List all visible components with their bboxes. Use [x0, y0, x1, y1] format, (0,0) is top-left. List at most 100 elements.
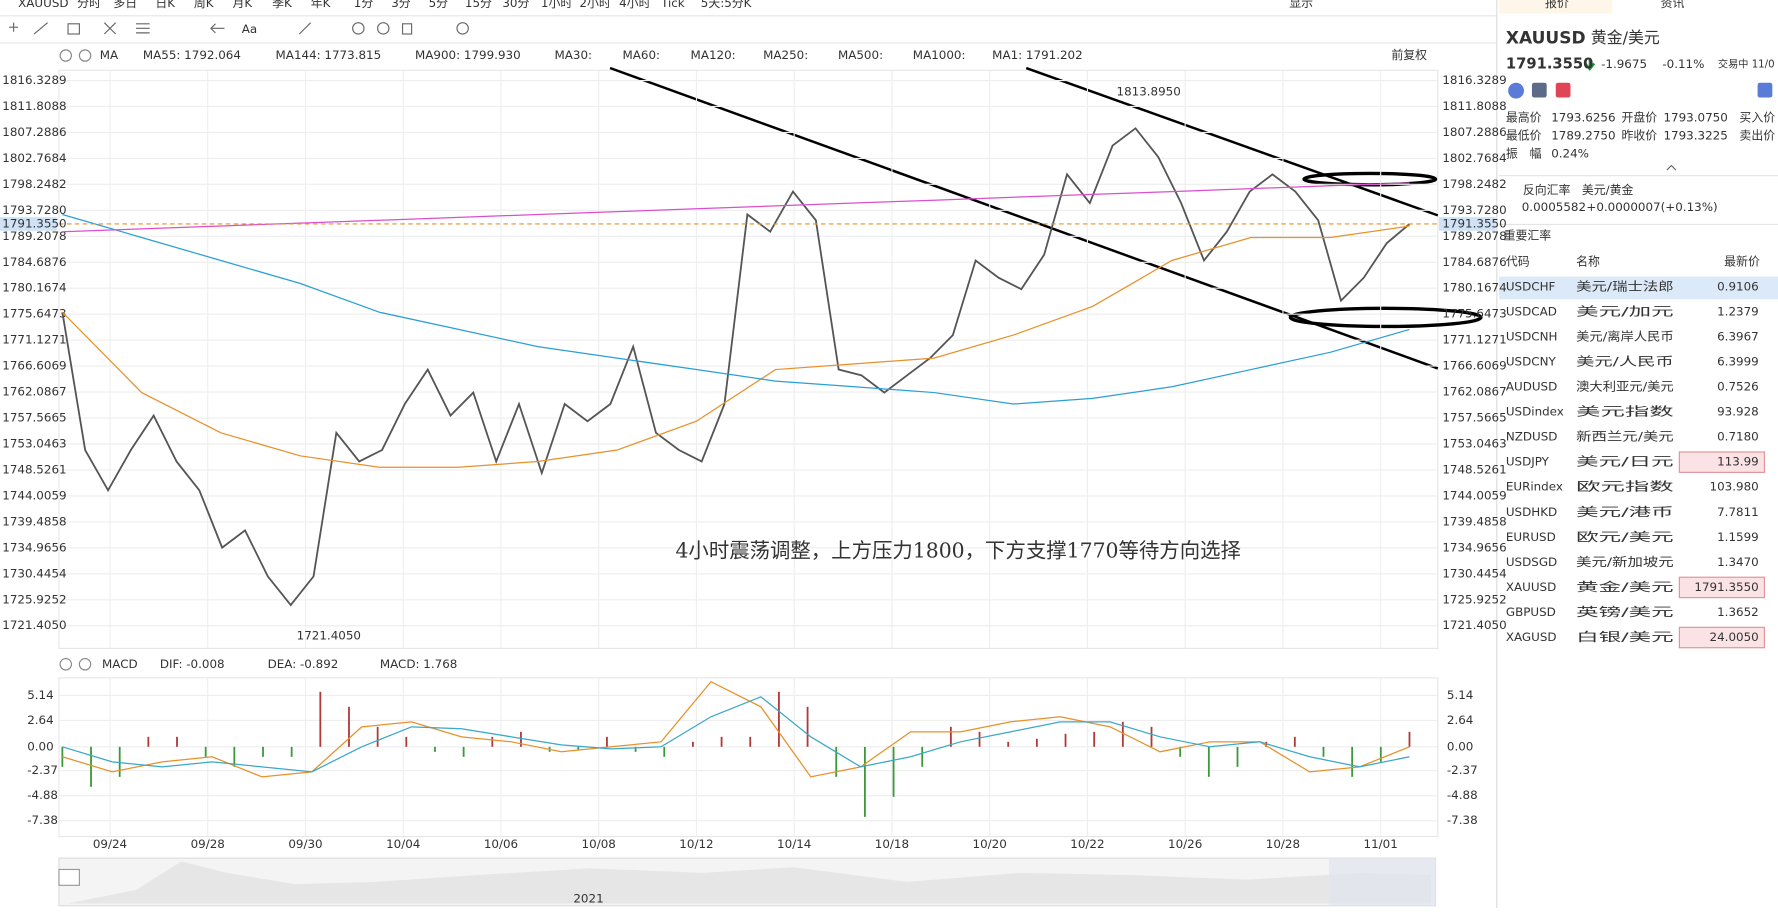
tab[interactable]: 资讯 — [1661, 0, 1685, 10]
font-button[interactable]: Aa — [242, 22, 257, 36]
y-tick-label: 1811.8088 — [2, 99, 66, 113]
row-name[interactable]: 美元/瑞士法郎 — [1576, 279, 1674, 293]
row-price: 1.2379 — [1717, 304, 1759, 318]
period-tab[interactable]: 5天:5分K — [701, 0, 753, 10]
row-code[interactable]: USDHKD — [1506, 505, 1557, 519]
period-tab[interactable]: 1小时 — [541, 0, 572, 10]
row-name[interactable]: 黄金/美元 — [1576, 580, 1674, 594]
ma-legend[interactable]: MA900: 1799.930 — [415, 48, 521, 62]
ma-legend[interactable]: MA55: 1792.064 — [143, 48, 241, 62]
row-code[interactable]: EURindex — [1506, 480, 1563, 494]
channel-tool[interactable] — [136, 23, 150, 34]
row-name[interactable]: 美元/日元 — [1576, 455, 1674, 469]
line-tool[interactable] — [33, 22, 48, 35]
alert-icon[interactable] — [1757, 82, 1773, 98]
ma-legend[interactable]: MA1: 1791.202 — [992, 48, 1082, 62]
ma-legend-inactive[interactable]: MA250: — [763, 48, 808, 62]
pen-tool[interactable] — [298, 22, 312, 35]
navigator-handle[interactable] — [58, 868, 80, 886]
row-price: 1.3652 — [1717, 605, 1759, 619]
period-tab[interactable]: 5分 — [429, 0, 449, 10]
ma-legend-inactive[interactable]: MA500: — [838, 48, 883, 62]
lock-tool[interactable] — [377, 22, 390, 35]
macd-legend[interactable]: DIF: -0.008 — [160, 657, 225, 671]
ma-legend-inactive[interactable]: MA1000: — [913, 48, 966, 62]
ma-legend[interactable]: MA144: 1773.815 — [276, 48, 382, 62]
row-code[interactable]: GBPUSD — [1506, 605, 1556, 619]
period-tab[interactable]: 周K — [194, 0, 215, 10]
row-name[interactable]: 澳大利亚元/美元 — [1576, 380, 1674, 394]
inverse-pair[interactable]: 美元/黄金 — [1582, 183, 1634, 197]
period-tab[interactable]: 多日 — [113, 0, 137, 10]
crosshair-tool[interactable] — [9, 22, 19, 32]
navigator-area — [68, 861, 1432, 904]
row-name[interactable]: 美元/人民币 — [1576, 354, 1674, 368]
indicator-title[interactable]: MA — [100, 48, 119, 62]
settings-icon[interactable] — [59, 49, 73, 62]
row-code[interactable]: USDindex — [1506, 405, 1564, 419]
period-tab[interactable]: 2小时 — [579, 0, 610, 10]
row-code[interactable]: NZDUSD — [1506, 430, 1558, 444]
ma-line — [62, 182, 1410, 233]
close-icon[interactable] — [78, 49, 92, 62]
collapse-arrow[interactable] — [1666, 164, 1677, 171]
display-button[interactable]: 显示 — [1289, 0, 1313, 10]
row-name[interactable]: 新西兰元/美元 — [1576, 430, 1674, 444]
period-tab[interactable]: 月K — [232, 0, 253, 10]
period-tab[interactable]: 年K — [311, 0, 332, 10]
macd-legend[interactable]: DEA: -0.892 — [268, 657, 339, 671]
magnet-tool[interactable] — [352, 22, 365, 35]
row-code[interactable]: USDCAD — [1506, 304, 1557, 318]
news-icon[interactable] — [1531, 82, 1547, 98]
period-tab[interactable]: 30分 — [502, 0, 529, 10]
period-tab[interactable]: 1分 — [354, 0, 374, 10]
row-name[interactable]: 美元/加元 — [1576, 304, 1674, 318]
row-code[interactable]: EURUSD — [1506, 530, 1556, 544]
settings-icon[interactable] — [59, 658, 73, 671]
globe-icon[interactable] — [1508, 82, 1524, 99]
indicator-title[interactable]: MACD — [102, 657, 138, 671]
delete-tool[interactable] — [401, 23, 413, 35]
period-tab[interactable]: 分时 — [77, 0, 101, 10]
row-name[interactable]: 美元/离岸人民币 — [1576, 329, 1674, 343]
row-code[interactable]: USDCHF — [1506, 279, 1556, 293]
period-tab[interactable]: Tick — [660, 0, 685, 10]
ma-legend-inactive[interactable]: MA120: — [691, 48, 736, 62]
row-code[interactable]: USDCNY — [1506, 354, 1557, 368]
row-price: 1791.3550 — [1694, 580, 1758, 594]
navigator-window[interactable] — [1328, 858, 1436, 906]
row-name[interactable]: 美元指数 — [1576, 405, 1674, 419]
adjust-button[interactable]: 前复权 — [1391, 48, 1427, 62]
settings-tool[interactable] — [456, 22, 469, 35]
back-tool[interactable] — [210, 23, 225, 34]
row-name[interactable]: 美元/新加坡元 — [1576, 555, 1674, 569]
row-name[interactable]: 美元/港币 — [1576, 505, 1674, 519]
shape-tool[interactable] — [67, 23, 80, 35]
row-code[interactable]: USDJPY — [1506, 455, 1550, 469]
row-name[interactable]: 白银/美元 — [1576, 630, 1674, 644]
period-tab[interactable]: XAUUSD — [18, 0, 68, 10]
row-code[interactable]: AUDUSD — [1506, 380, 1557, 394]
row-name[interactable]: 欧元/美元 — [1576, 530, 1674, 544]
ma-legend-inactive[interactable]: MA60: — [623, 48, 661, 62]
period-tab[interactable]: 3分 — [391, 0, 411, 10]
tab[interactable]: 报价 — [1545, 0, 1569, 10]
close-icon[interactable] — [78, 658, 92, 671]
row-name[interactable]: 欧元指数 — [1576, 480, 1674, 494]
period-tab[interactable]: 日K — [155, 0, 176, 10]
ma-legend-inactive[interactable]: MA30: — [554, 48, 592, 62]
row-name[interactable]: 英镑/美元 — [1576, 605, 1674, 619]
favorite-icon[interactable] — [1555, 82, 1571, 98]
period-tab[interactable]: 季K — [272, 0, 293, 10]
last-price-box — [1438, 217, 1496, 231]
y-tick-label: 1802.7684 — [2, 151, 66, 165]
row-code[interactable]: XAGUSD — [1506, 630, 1557, 644]
period-tab[interactable]: 4小时 — [619, 0, 650, 10]
row-code[interactable]: USDCNH — [1506, 329, 1558, 343]
macd-legend[interactable]: MACD: 1.768 — [380, 657, 457, 671]
fib-tool[interactable] — [103, 22, 117, 35]
row-code[interactable]: USDSGD — [1506, 555, 1557, 569]
period-tab[interactable]: 15分 — [465, 0, 492, 10]
row-code[interactable]: XAUUSD — [1506, 580, 1556, 594]
